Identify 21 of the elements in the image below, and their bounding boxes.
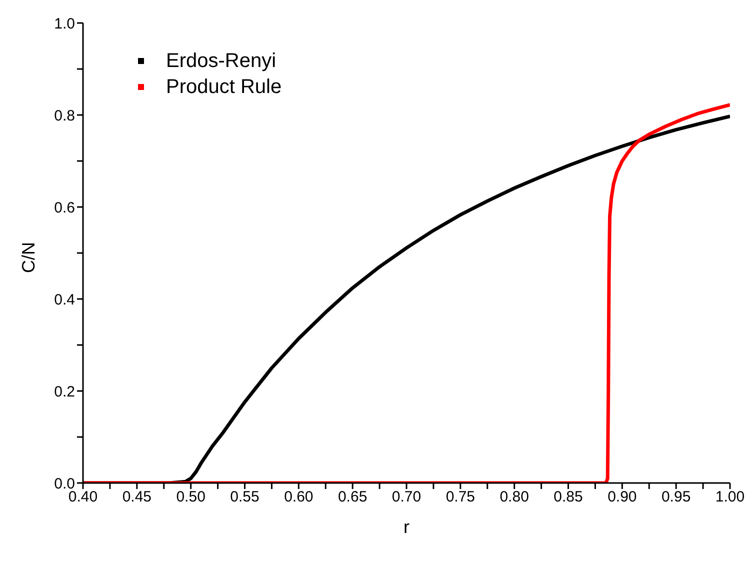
x-tick-label: 0.75 [446, 488, 476, 506]
x-tick-label: 0.95 [661, 488, 691, 506]
x-tick-label: 0.90 [608, 488, 637, 506]
y-axis-title: C/N [18, 242, 38, 273]
y-tick-label: 0.2 [54, 383, 75, 400]
x-tick-label: 0.60 [284, 488, 314, 506]
y-tick-label: 1.0 [54, 15, 75, 32]
x-tick-label: 1.00 [715, 488, 745, 506]
x-tick-label: 0.55 [230, 488, 260, 506]
x-tick-label: 0.85 [554, 488, 583, 506]
y-tick-label: 0.6 [54, 199, 75, 216]
x-tick-label: 0.65 [338, 488, 368, 506]
x-tick-label: 0.80 [500, 488, 529, 506]
x-tick-label: 0.45 [122, 488, 152, 506]
y-tick-label: 0.8 [54, 107, 75, 124]
legend-label: Erdos-Renyi [166, 50, 276, 72]
y-tick-label: 0.4 [54, 291, 75, 308]
x-tick-label: 0.70 [392, 488, 422, 506]
x-axis-title: r [404, 517, 410, 537]
legend-label: Product Rule [166, 76, 282, 98]
x-tick-label: 0.50 [176, 488, 206, 506]
